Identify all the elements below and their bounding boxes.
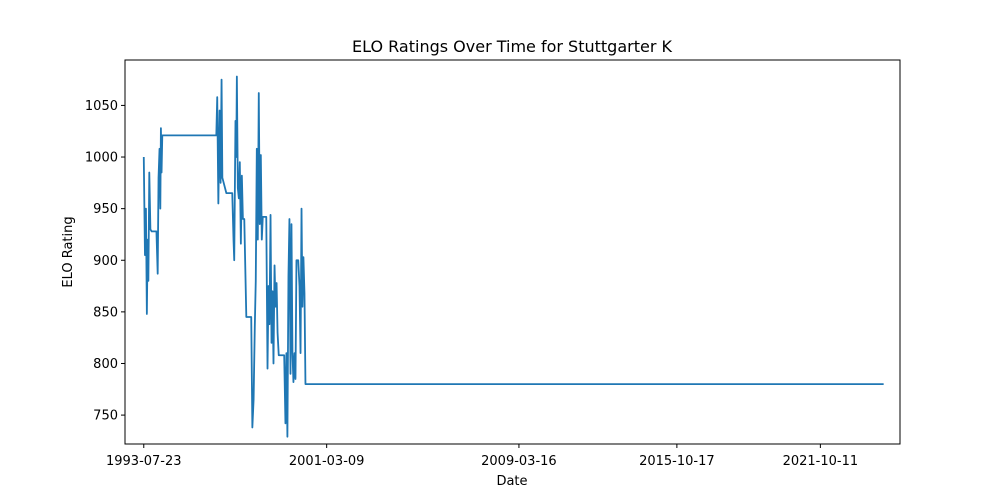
y-tick-label: 950 (93, 202, 118, 217)
y-axis-ticks: 750 800 850 900 950 1000 1050 (85, 99, 125, 424)
y-tick-label: 850 (93, 305, 118, 320)
x-axis-ticks: 1993-07-23 2001-03-09 2009-03-16 2015-10-17… (106, 444, 858, 469)
x-tick-label: 2001-03-09 (289, 454, 365, 469)
y-tick-label: 750 (93, 409, 118, 424)
x-tick-label: 2015-10-17 (639, 454, 715, 469)
series-line-0 (142, 75, 884, 438)
x-tick-label: 1993-07-23 (106, 454, 182, 469)
y-axis-label: ELO Rating (61, 216, 76, 287)
y-tick-label: 1000 (85, 151, 118, 166)
x-axis-label: Date (496, 474, 527, 489)
chart-title: ELO Ratings Over Time for Stuttgarter K (352, 37, 672, 56)
y-tick-label: 1050 (85, 99, 118, 114)
plot-frame (124, 59, 901, 445)
y-tick-label: 900 (93, 254, 118, 269)
x-tick-label: 2009-03-16 (481, 454, 557, 469)
plot-area (142, 75, 884, 438)
y-tick-label: 800 (93, 357, 118, 372)
x-tick-label: 2021-10-11 (783, 454, 859, 469)
